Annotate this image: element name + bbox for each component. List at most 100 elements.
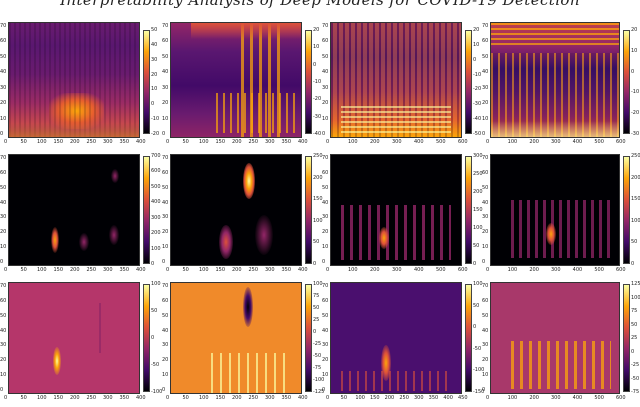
colorbar-tick-label: 200 (151, 230, 161, 237)
colorbar-tick-label: 150 (631, 196, 640, 203)
y-tick-label: 50 (322, 53, 329, 60)
x-tick-label: 400 (298, 267, 308, 273)
colorbar-tick-label: 600 (151, 168, 161, 175)
colorbar-tick-label: 100 (473, 281, 483, 287)
heatmap-plot (330, 22, 462, 138)
x-tick-label: 100 (37, 139, 47, 145)
x-tick-label: 300 (103, 267, 113, 273)
colorbar (623, 156, 630, 264)
y-tick-label: 40 (322, 69, 329, 76)
x-tick-label: 0 (4, 139, 8, 145)
panel-attribution-1: 0 50 100 150 200 250 300 350 400 0 10 20 30 40 50 60 70… (0, 153, 161, 278)
x-tick-label: 300 (103, 139, 113, 145)
colorbar-tick-label: 100 (313, 217, 323, 224)
y-tick-label: 70 (482, 155, 489, 161)
y-tick-label: 60 (0, 297, 7, 304)
y-tick-label: 60 (0, 169, 7, 176)
colorbar-tick-label: 10 (151, 86, 158, 93)
y-tick-label: 0 (162, 259, 166, 265)
panel-gradient-3: 0 50 100 150 200 250 300 350 400 450 0 10 20 30 40 50 6… (322, 281, 485, 407)
colorbar-tick-label: 50 (151, 308, 158, 314)
y-tick-label: 70 (0, 155, 7, 161)
colorbar-tick-label: -30 (631, 131, 640, 137)
heatmap-plot (330, 154, 462, 266)
x-tick-label: 400 (414, 267, 424, 273)
x-tick-label: 250 (86, 395, 97, 401)
y-tick-label: 20 (162, 100, 169, 107)
colorbar-tick-label: -10 (473, 71, 482, 78)
colorbar-tick-label: 0 (473, 56, 477, 63)
x-tick-label: 50 (20, 139, 27, 145)
y-tick-label: 20 (322, 229, 329, 236)
x-tick-label: 0 (166, 139, 170, 145)
y-tick-label: 50 (162, 312, 169, 319)
colorbar (305, 284, 312, 392)
y-tick-label: 20 (0, 100, 7, 107)
y-tick-label: 70 (322, 23, 329, 29)
colorbar-tick-label: 50 (473, 302, 480, 309)
panel-attribution-2: 0 50 100 150 200 250 300 350 400 0 10 20 30 40 50 60 70… (162, 153, 323, 278)
x-tick-label: 400 (414, 139, 424, 145)
colorbar-tick-label: 10 (631, 47, 638, 54)
colorbar (143, 156, 150, 264)
x-tick-label: 150 (215, 139, 226, 145)
y-tick-label: 50 (0, 312, 7, 319)
colorbar-tick-label: 0 (151, 335, 155, 341)
x-tick-label: 300 (392, 267, 402, 273)
colorbar (143, 30, 150, 134)
y-tick-label: 0 (482, 259, 486, 265)
x-tick-label: 400 (572, 139, 583, 145)
x-tick-label: 50 (340, 395, 348, 401)
x-tick-label: 250 (399, 395, 409, 401)
y-tick-label: 30 (322, 342, 329, 349)
colorbar-tick-label: 0 (473, 261, 477, 267)
y-tick-label: 50 (162, 184, 169, 191)
y-tick-label: 50 (482, 184, 489, 191)
colorbar-tick-label: 200 (313, 174, 323, 181)
y-tick-label: 70 (322, 155, 329, 161)
colorbar-tick-label: -10 (313, 79, 322, 85)
x-tick-label: 500 (436, 267, 446, 273)
x-tick-label: 200 (370, 267, 380, 273)
heatmap-plot (330, 282, 462, 394)
y-tick-label: 60 (322, 169, 329, 176)
y-tick-label: 20 (0, 229, 7, 236)
x-tick-label: 250 (248, 267, 259, 273)
colorbar-tick-label: -150 (473, 389, 485, 395)
x-tick-label: 100 (199, 395, 209, 401)
y-tick-label: 10 (482, 244, 489, 251)
x-tick-label: 300 (265, 139, 275, 145)
colorbar-tick-label: -50 (473, 131, 482, 137)
y-tick-label: 0 (322, 131, 326, 137)
y-tick-label: 40 (162, 69, 169, 76)
y-tick-label: 60 (0, 38, 7, 45)
x-tick-label: 200 (70, 139, 80, 145)
x-tick-label: 0 (486, 395, 490, 401)
x-tick-label: 100 (348, 139, 358, 145)
y-tick-label: 0 (322, 259, 326, 265)
colorbar-tick-label: 100 (631, 217, 640, 224)
colorbar-tick-label: 300 (151, 214, 161, 221)
colorbar-tick-label: 10 (313, 44, 320, 51)
y-tick-label: 20 (482, 357, 489, 364)
x-tick-label: 400 (298, 395, 308, 401)
x-tick-label: 0 (166, 395, 170, 401)
colorbar-tick-label: 0 (313, 329, 317, 335)
x-tick-label: 300 (551, 139, 561, 145)
x-tick-label: 350 (281, 139, 292, 145)
x-tick-label: 200 (384, 395, 395, 401)
colorbar-tick-label: -50 (151, 362, 160, 368)
colorbar-tick-label: 150 (313, 196, 323, 203)
y-tick-label: 40 (0, 199, 7, 206)
x-tick-label: 100 (199, 267, 209, 273)
colorbar-tick-label: 0 (631, 261, 635, 267)
y-tick-label: 70 (482, 283, 489, 289)
colorbar-tick-label: 400 (151, 199, 161, 206)
colorbar-tick-label: 300 (473, 153, 483, 159)
y-tick-label: 10 (322, 244, 329, 251)
colorbar-tick-label: 700 (151, 153, 161, 159)
heatmap-plot (170, 22, 302, 138)
colorbar (305, 156, 312, 264)
x-tick-label: 350 (428, 395, 439, 401)
x-tick-label: 300 (265, 395, 275, 401)
